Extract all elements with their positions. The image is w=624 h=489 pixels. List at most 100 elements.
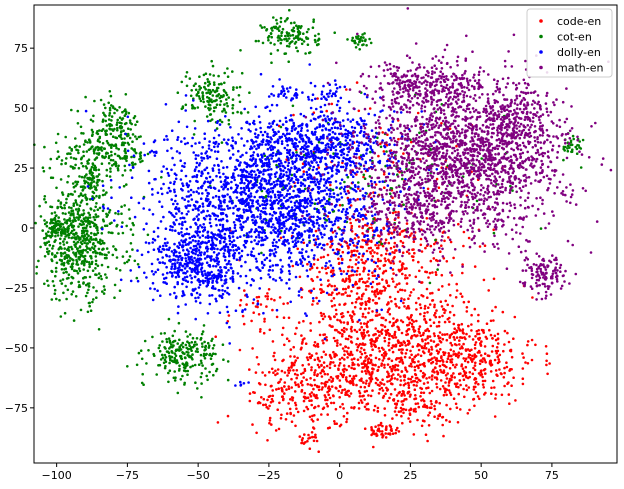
data-point	[480, 340, 483, 343]
data-point	[348, 294, 352, 298]
data-point	[280, 34, 283, 37]
data-point	[75, 260, 79, 264]
data-point	[379, 145, 383, 149]
data-point	[254, 160, 257, 163]
data-point	[131, 248, 134, 251]
data-point	[305, 269, 309, 272]
data-point	[435, 370, 439, 373]
data-point	[441, 333, 444, 336]
data-point	[258, 330, 262, 333]
data-point	[357, 185, 360, 189]
data-point	[49, 176, 53, 179]
data-point	[293, 173, 296, 176]
data-point	[193, 119, 196, 123]
data-point	[426, 381, 430, 384]
data-point	[108, 208, 112, 212]
data-point	[197, 95, 201, 98]
data-point	[363, 398, 367, 401]
data-point	[63, 237, 66, 241]
data-point	[67, 255, 71, 258]
data-point	[218, 123, 222, 126]
data-point	[168, 361, 171, 365]
data-point	[168, 354, 171, 358]
data-point	[362, 280, 365, 284]
data-point	[237, 94, 241, 97]
data-point	[508, 369, 511, 372]
data-point	[82, 268, 85, 271]
data-point	[259, 24, 262, 27]
data-point	[74, 199, 77, 202]
data-point	[119, 124, 123, 128]
data-point	[376, 265, 379, 268]
data-point	[360, 325, 364, 329]
data-point	[338, 396, 342, 399]
data-point	[324, 398, 327, 402]
data-point	[456, 421, 460, 424]
data-point	[305, 356, 309, 359]
data-point	[506, 331, 509, 335]
data-point	[85, 202, 89, 206]
data-point	[278, 401, 281, 405]
data-point	[225, 102, 229, 105]
data-point	[303, 369, 307, 373]
data-point	[104, 119, 107, 123]
data-point	[300, 42, 304, 46]
data-point	[258, 382, 262, 386]
data-point	[387, 341, 391, 345]
data-point	[419, 243, 423, 247]
data-point	[486, 354, 490, 357]
data-point	[422, 371, 425, 375]
data-point	[80, 131, 83, 135]
data-point	[393, 366, 397, 369]
data-point	[88, 138, 91, 141]
data-point	[402, 399, 405, 403]
data-point	[442, 364, 446, 367]
data-point	[349, 258, 352, 262]
data-point	[206, 341, 210, 345]
data-point	[292, 180, 295, 184]
data-point	[268, 419, 272, 422]
data-point	[161, 356, 165, 360]
data-point	[232, 88, 235, 91]
data-point	[235, 86, 239, 89]
data-point	[81, 239, 85, 243]
data-point	[115, 146, 118, 150]
data-point	[317, 299, 321, 303]
data-point	[351, 353, 354, 357]
data-point	[322, 290, 325, 294]
data-point	[193, 169, 197, 173]
data-point	[128, 217, 132, 220]
data-point	[282, 397, 285, 401]
data-point	[215, 127, 219, 130]
data-point	[51, 247, 54, 250]
data-point	[368, 298, 372, 301]
data-point	[111, 135, 115, 138]
data-point	[448, 310, 452, 314]
data-point	[326, 253, 330, 257]
data-point	[208, 370, 211, 374]
data-point	[360, 370, 364, 373]
data-point	[372, 340, 376, 343]
data-point	[312, 20, 315, 24]
data-point	[438, 387, 442, 391]
data-point	[399, 299, 403, 303]
data-point	[409, 362, 413, 366]
data-point	[449, 348, 453, 352]
data-point	[501, 310, 505, 314]
data-point	[96, 180, 99, 184]
data-point	[74, 157, 78, 161]
data-point	[361, 362, 365, 365]
data-point	[235, 186, 239, 189]
data-point	[93, 244, 97, 248]
data-point	[298, 221, 302, 224]
data-point	[306, 43, 310, 46]
data-point	[271, 214, 274, 217]
data-point	[264, 383, 267, 387]
data-point	[403, 355, 407, 359]
data-point	[39, 245, 42, 249]
data-point	[393, 410, 397, 413]
data-point	[54, 214, 58, 218]
data-point	[380, 254, 383, 257]
data-point	[276, 372, 279, 375]
data-point	[276, 368, 280, 371]
